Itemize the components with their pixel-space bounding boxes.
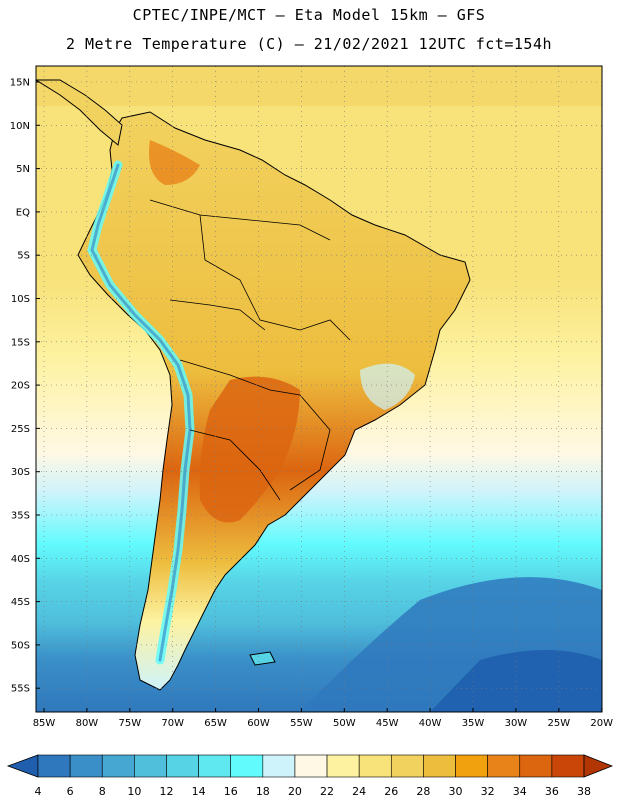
colorbar-box <box>551 754 585 778</box>
lon-label: 40W <box>419 718 442 729</box>
colorbar-label: 18 <box>256 785 270 798</box>
colorbar-box <box>134 754 167 778</box>
colorbar-box <box>455 754 488 778</box>
colorbar-label: 6 <box>67 785 74 798</box>
lon-label: 70W <box>161 718 184 729</box>
hot-chaco-region <box>199 376 300 523</box>
lat-label: 10N <box>10 121 30 132</box>
lat-label: 20S <box>11 381 30 392</box>
colorbar-box <box>294 754 328 778</box>
hot-north-region <box>149 140 200 185</box>
colorbar-label: 30 <box>449 785 463 798</box>
map-area <box>36 66 602 712</box>
central-america-land <box>36 79 123 146</box>
colorbar-box <box>358 754 392 778</box>
colorbar-box <box>519 754 553 778</box>
map-frame <box>35 65 603 713</box>
andes-crest <box>90 163 192 662</box>
colorbar-label: 20 <box>288 785 302 798</box>
lat-label: 15N <box>10 78 30 89</box>
colorbar-label: 38 <box>577 785 591 798</box>
lon-label: 30W <box>505 718 528 729</box>
colorbar-label: 14 <box>192 785 206 798</box>
colorbar-arrow-high <box>583 754 614 778</box>
longitude-labels: 85W 80W 75W 70W 65W 60W 55W 50W 45W 40W 35W 30W 25W 2… <box>33 708 613 729</box>
lon-label: 35W <box>462 718 485 729</box>
colorbar-label: 26 <box>384 785 398 798</box>
colorbar-box <box>37 754 71 778</box>
colorbar-box <box>326 754 360 778</box>
colorbar-label: 24 <box>352 785 366 798</box>
colorbar-box <box>230 754 264 778</box>
lat-label: 5N <box>16 164 30 175</box>
colorbar-box <box>198 754 232 778</box>
lon-label: 45W <box>376 718 399 729</box>
lon-label: 65W <box>204 718 227 729</box>
colorbar-arrow-low <box>6 754 39 778</box>
lat-label: EQ <box>16 207 30 218</box>
colorbar-label: 16 <box>224 785 238 798</box>
colorbar-label: 12 <box>159 785 173 798</box>
colorbar-label: 4 <box>35 785 42 798</box>
lat-label: 40S <box>11 554 30 565</box>
lat-label: 25S <box>11 424 30 435</box>
colorbar-label: 8 <box>99 785 106 798</box>
colorbar-box <box>423 754 456 778</box>
lon-label: 75W <box>118 718 141 729</box>
latitude-labels: 15N 10N 5N EQ 5S 10S 15S 20S 25S 30S 35S 40S 45S 50S 5… <box>10 78 40 695</box>
colorbar-label: 22 <box>320 785 334 798</box>
lat-label: 15S <box>11 337 30 348</box>
title-variable: 2 Metre Temperature (C) – 21/02/2021 12U… <box>65 35 553 53</box>
colorbar-box <box>166 754 199 778</box>
lat-label: 5S <box>17 251 30 262</box>
colorbar <box>6 754 614 778</box>
colorbar-box <box>262 754 296 778</box>
colorbar-box <box>487 754 521 778</box>
lat-label: 10S <box>11 294 30 305</box>
lat-label: 45S <box>11 597 30 608</box>
lon-label: 25W <box>547 718 570 729</box>
lat-label: 35S <box>11 511 30 522</box>
country-borders <box>149 199 351 501</box>
colorbar-box <box>101 754 135 778</box>
colorbar-box <box>69 754 103 778</box>
colorbar-label: 34 <box>513 785 527 798</box>
lon-label: 85W <box>33 718 56 729</box>
colorbar-label: 10 <box>127 785 141 798</box>
lon-label: 50W <box>333 718 356 729</box>
lon-label: 60W <box>247 718 270 729</box>
lon-label: 80W <box>76 718 99 729</box>
colorbar-label: 28 <box>416 785 430 798</box>
lat-label: 30S <box>11 467 30 478</box>
caribbean-warm-band <box>36 66 602 106</box>
falkland-islands <box>249 651 276 666</box>
lon-label: 20W <box>590 718 613 729</box>
lat-label: 55S <box>11 684 30 695</box>
lat-label: 50S <box>11 640 30 651</box>
colorbar-box <box>390 754 424 778</box>
title-model: CPTEC/INPE/MCT – Eta Model 15km – GFS <box>132 6 486 24</box>
colorbar-labels: 4 6 8 10 12 14 16 18 20 22 24 26 28 30 32 34 36 38 <box>35 785 592 798</box>
colorbar-label: 36 <box>545 785 559 798</box>
colorbar-label: 32 <box>481 785 495 798</box>
lon-label: 55W <box>290 718 313 729</box>
